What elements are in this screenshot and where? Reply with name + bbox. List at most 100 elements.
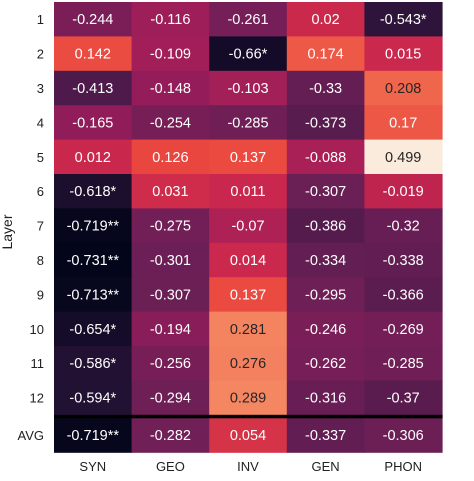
- column-tick-syn: SYN: [79, 459, 106, 474]
- column-tick-phon: PHON: [384, 459, 422, 474]
- heatmap-cell-5-GEO: [131, 139, 210, 175]
- cell-label-AVG-GEN: -0.337: [305, 428, 346, 444]
- heatmap-cell-4-SYN: [54, 105, 133, 141]
- cell-label-7-INV: -0.07: [231, 219, 264, 235]
- cell-label-8-GEO: -0.301: [150, 253, 191, 269]
- cell-label-8-INV: 0.014: [230, 253, 266, 269]
- cell-label-4-GEN: -0.373: [305, 115, 346, 131]
- cell-label-AVG-SYN: -0.719**: [67, 428, 120, 444]
- cell-label-10-GEO: -0.194: [150, 322, 191, 338]
- heatmap-cell-2-INV: [209, 36, 288, 72]
- heatmap-cell-3-SYN: [54, 70, 133, 106]
- cell-label-3-SYN: -0.413: [72, 81, 113, 97]
- cell-label-7-PHON: -0.32: [387, 219, 420, 235]
- cell-label-9-INV: 0.137: [230, 287, 266, 303]
- cell-label-3-GEN: -0.33: [309, 81, 342, 97]
- cell-label-5-GEO: 0.126: [152, 150, 188, 166]
- heatmap-cell-5-SYN: [54, 139, 133, 175]
- cell-label-11-SYN: -0.586*: [69, 356, 116, 372]
- cell-label-9-GEN: -0.295: [305, 287, 346, 303]
- row-tick-7: 7: [37, 219, 44, 234]
- cell-label-1-SYN: -0.244: [72, 12, 113, 28]
- cell-label-1-GEO: -0.116: [150, 12, 190, 28]
- cell-label-4-PHON: 0.17: [389, 115, 417, 131]
- cell-label-11-GEN: -0.262: [305, 356, 346, 372]
- heatmap-cell-9-GEN: [286, 277, 365, 313]
- cell-label-11-GEO: -0.256: [150, 356, 191, 372]
- heatmap-cell-2-SYN: [54, 36, 133, 72]
- heatmap-cell-10-INV: [209, 311, 288, 347]
- heatmap-cell-4-PHON: [364, 105, 443, 141]
- row-tick-AVG: AVG: [18, 428, 45, 443]
- cell-label-1-GEN: 0.02: [311, 12, 339, 28]
- cell-label-9-SYN: -0.713**: [67, 287, 120, 303]
- heatmap-cell-11-GEO: [131, 346, 210, 381]
- cell-label-5-SYN: 0.012: [75, 150, 111, 166]
- heatmap-cell-12-GEO: [131, 380, 210, 416]
- heatmap-cells: -0.244 -0.116 -0.261 0.02 -0.543* 0.142 -0.109…: [54, 2, 443, 453]
- heatmap-cell-10-GEN: [286, 311, 365, 347]
- heatmap-cell-1-INV: [209, 2, 288, 37]
- heatmap-cell-2-PHON: [364, 36, 443, 72]
- heatmap-cell-7-INV: [209, 208, 288, 244]
- column-tick-geo: GEO: [156, 459, 185, 474]
- heatmap-cell-9-PHON: [364, 277, 443, 313]
- cell-label-6-INV: 0.011: [230, 184, 265, 200]
- row-tick-3: 3: [37, 81, 44, 96]
- row-tick-1: 1: [37, 12, 44, 27]
- heatmap-cell-7-GEN: [286, 208, 365, 244]
- heatmap-cell-8-SYN: [54, 242, 133, 278]
- heatmap-cell-7-SYN: [54, 208, 133, 244]
- heatmap-cell-8-GEO: [131, 242, 210, 278]
- cell-label-6-PHON: -0.019: [383, 184, 424, 200]
- row-tick-6: 6: [37, 184, 44, 199]
- column-tick-inv: INV: [237, 459, 259, 474]
- cell-label-10-INV: 0.281: [230, 322, 266, 338]
- heatmap-cell-6-SYN: [54, 174, 133, 209]
- cell-label-4-SYN: -0.165: [72, 115, 113, 131]
- cell-label-6-SYN: -0.618*: [69, 184, 116, 200]
- heatmap-cell-AVG-PHON: [364, 417, 443, 453]
- cell-label-AVG-PHON: -0.306: [383, 428, 424, 444]
- cell-label-AVG-INV: 0.054: [230, 428, 266, 444]
- cell-label-8-GEN: -0.334: [305, 253, 346, 269]
- heatmap-cell-AVG-GEN: [286, 417, 365, 453]
- y-axis-label: Layer: [0, 214, 15, 249]
- heatmap-cell-1-SYN: [54, 2, 133, 37]
- heatmap-cell-AVG-SYN: [54, 417, 133, 453]
- cell-label-6-GEO: 0.031: [152, 184, 188, 200]
- heatmap-cell-11-SYN: [54, 346, 133, 381]
- heatmap-cell-8-PHON: [364, 242, 443, 278]
- cell-label-4-GEO: -0.254: [150, 115, 191, 131]
- heatmap-cell-3-PHON: [364, 70, 443, 106]
- cell-label-12-SYN: -0.594*: [69, 391, 116, 407]
- cell-label-7-GEO: -0.275: [150, 219, 191, 235]
- cell-label-AVG-GEO: -0.282: [150, 428, 191, 444]
- heatmap-cell-10-SYN: [54, 311, 133, 347]
- row-tick-11: 11: [31, 356, 45, 371]
- cell-label-11-PHON: -0.285: [383, 356, 424, 372]
- heatmap-cell-4-GEN: [286, 105, 365, 141]
- column-tick-labels: SYN GEO INV GEN PHON: [79, 459, 422, 474]
- heatmap-cell-9-GEO: [131, 277, 210, 313]
- avg-separator-line: [54, 414, 443, 419]
- heatmap-cell-2-GEO: [131, 36, 210, 72]
- heatmap-cell-2-GEN: [286, 36, 365, 72]
- row-tick-10: 10: [30, 322, 44, 337]
- cell-label-4-INV: -0.285: [227, 115, 268, 131]
- cell-label-8-SYN: -0.731**: [67, 253, 120, 269]
- cell-label-11-INV: 0.276: [230, 356, 266, 372]
- row-tick-2: 2: [37, 47, 44, 62]
- heatmap-cell-10-GEO: [131, 311, 210, 347]
- cell-label-7-GEN: -0.386: [305, 219, 346, 235]
- cell-label-10-PHON: -0.269: [383, 322, 424, 338]
- cell-label-5-GEN: -0.088: [305, 150, 346, 166]
- row-tick-5: 5: [37, 150, 44, 165]
- cell-label-10-SYN: -0.654*: [69, 322, 116, 338]
- cell-label-2-SYN: 0.142: [75, 47, 111, 63]
- cell-label-9-GEO: -0.307: [150, 287, 191, 303]
- heatmap-cell-3-GEN: [286, 70, 365, 106]
- cell-label-3-PHON: 0.208: [385, 81, 421, 97]
- heatmap-cell-12-INV: [209, 380, 288, 416]
